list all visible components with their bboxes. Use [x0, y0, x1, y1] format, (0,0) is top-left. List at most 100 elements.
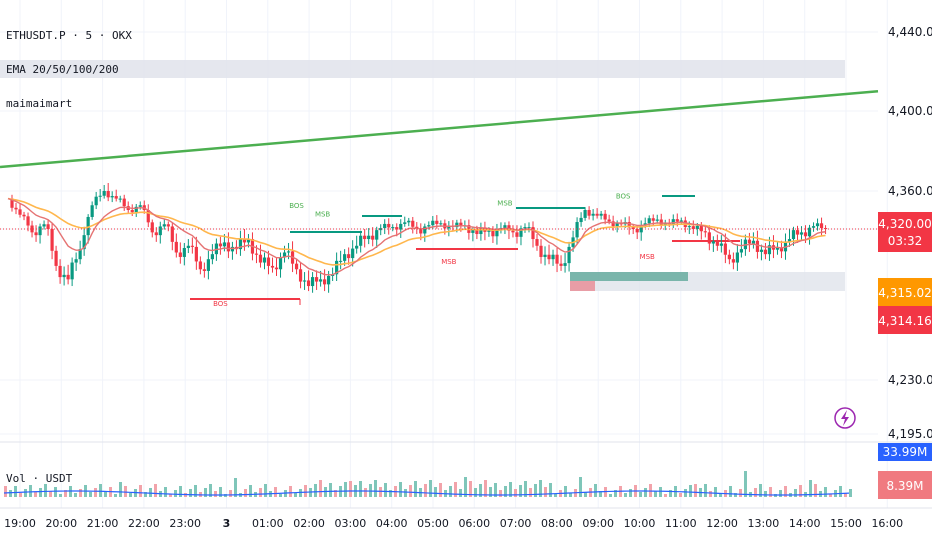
candle-body [655, 219, 659, 221]
volume-bar [174, 490, 177, 497]
candle-body [595, 213, 599, 216]
candle-body [359, 235, 363, 246]
volume-bar [809, 480, 812, 497]
price-axis[interactable]: 4,440.00 4,400.00 4,360.00 4,230.00 4,195.00 [888, 25, 932, 441]
symbol-line[interactable]: ETHUSDT.P · 5 · OKX [6, 29, 132, 42]
candle-body [190, 245, 194, 247]
volume-badge-red: 8.39M [878, 471, 932, 499]
volume-bar [434, 487, 437, 497]
indicator-custom-label[interactable]: maimaimart [6, 97, 72, 110]
candle-body [302, 280, 307, 282]
candle-body [407, 220, 411, 223]
structure-label: BOS [213, 300, 228, 308]
volume-bar [564, 486, 567, 497]
candle-body [130, 210, 134, 213]
volume-bar [814, 484, 817, 497]
volume-bar [414, 481, 417, 497]
candle-body [34, 232, 38, 236]
candle-body [286, 251, 291, 253]
candle-body [575, 222, 579, 238]
candle-body [471, 230, 475, 233]
candle-body [327, 275, 331, 285]
lightning-icon[interactable] [834, 407, 856, 429]
volume-bar [614, 490, 617, 497]
volume-bar [669, 490, 672, 497]
time-tick-label: 05:00 [417, 517, 449, 530]
candle-body [78, 249, 82, 260]
candle-body [94, 196, 98, 206]
candle-body [182, 248, 186, 257]
candle-body [515, 232, 519, 237]
candle-body [511, 230, 515, 233]
volume-bar [389, 490, 392, 497]
volume-label: Vol · USDT [6, 472, 73, 485]
candle-body [587, 210, 591, 216]
volume-bar [4, 486, 7, 497]
volume-bar [399, 482, 402, 497]
volume-bar [279, 494, 282, 497]
time-axis[interactable]: 19:00 20:00 21:00 22:00 23:00 3 01:00 02:00 03:0… [4, 517, 903, 530]
candle-body [50, 229, 54, 251]
candle-body [775, 247, 780, 250]
price-badge-ema: 4,315.02 [878, 278, 932, 306]
candle-body [335, 260, 339, 275]
volume-bar [144, 492, 147, 497]
volume-bar [704, 484, 707, 497]
candle-body [523, 227, 527, 229]
candle-body [455, 222, 459, 228]
candle-body [447, 225, 451, 229]
volume-bar [214, 491, 217, 497]
candle-body [74, 259, 78, 263]
candle-body [731, 259, 735, 263]
structure-label: BOS [616, 193, 631, 201]
volume-bar [334, 490, 337, 497]
volume-bar [784, 486, 787, 497]
candle-body [310, 277, 315, 287]
volume-bar [379, 487, 382, 497]
volume-bar [659, 487, 662, 497]
price-badge-low-value: 4,314.16 [878, 314, 931, 328]
time-tick-label: 04:00 [376, 517, 408, 530]
candle-body [194, 246, 198, 262]
volume-bar [9, 490, 12, 497]
volume-bar [599, 491, 602, 497]
candle-body [819, 223, 824, 229]
candle-body [715, 241, 719, 246]
candle-body [527, 227, 531, 229]
candle-body [38, 226, 42, 236]
candle-body [343, 254, 347, 261]
candle-body [487, 230, 491, 232]
volume-bar [504, 486, 507, 497]
volume-bar [409, 485, 412, 497]
candle-body [747, 239, 752, 244]
candle-body [266, 257, 271, 266]
volume-bar [44, 484, 47, 497]
candle-body [58, 265, 62, 278]
candle-body [411, 220, 415, 227]
candle-body [491, 230, 495, 237]
candle-body [150, 222, 154, 233]
volume-bar [164, 487, 167, 497]
candle-body [439, 223, 443, 225]
candle-body [70, 262, 74, 280]
volume-bar [304, 485, 307, 497]
volume-bar [344, 482, 347, 497]
candle-body [314, 277, 319, 282]
structure-labels: BOS MSB BOS MSB MSB BOS MSB [213, 193, 655, 309]
candle-body [795, 230, 800, 235]
volume-badge-red-value: 8.39M [886, 479, 923, 493]
candle-body [567, 246, 571, 264]
candle-body [162, 224, 166, 227]
candle-body [186, 245, 190, 249]
candle-body [671, 219, 675, 225]
candle-body [339, 260, 343, 262]
ema-mid-line [7, 197, 826, 276]
volume-bar [654, 491, 657, 497]
indicator-ema-label[interactable]: EMA 20/50/100/200 [6, 63, 119, 76]
candle-body [86, 216, 90, 236]
candle-body [222, 242, 227, 247]
volume-bar [79, 489, 82, 497]
volume-bar [314, 484, 317, 497]
volume-bar [59, 494, 62, 497]
